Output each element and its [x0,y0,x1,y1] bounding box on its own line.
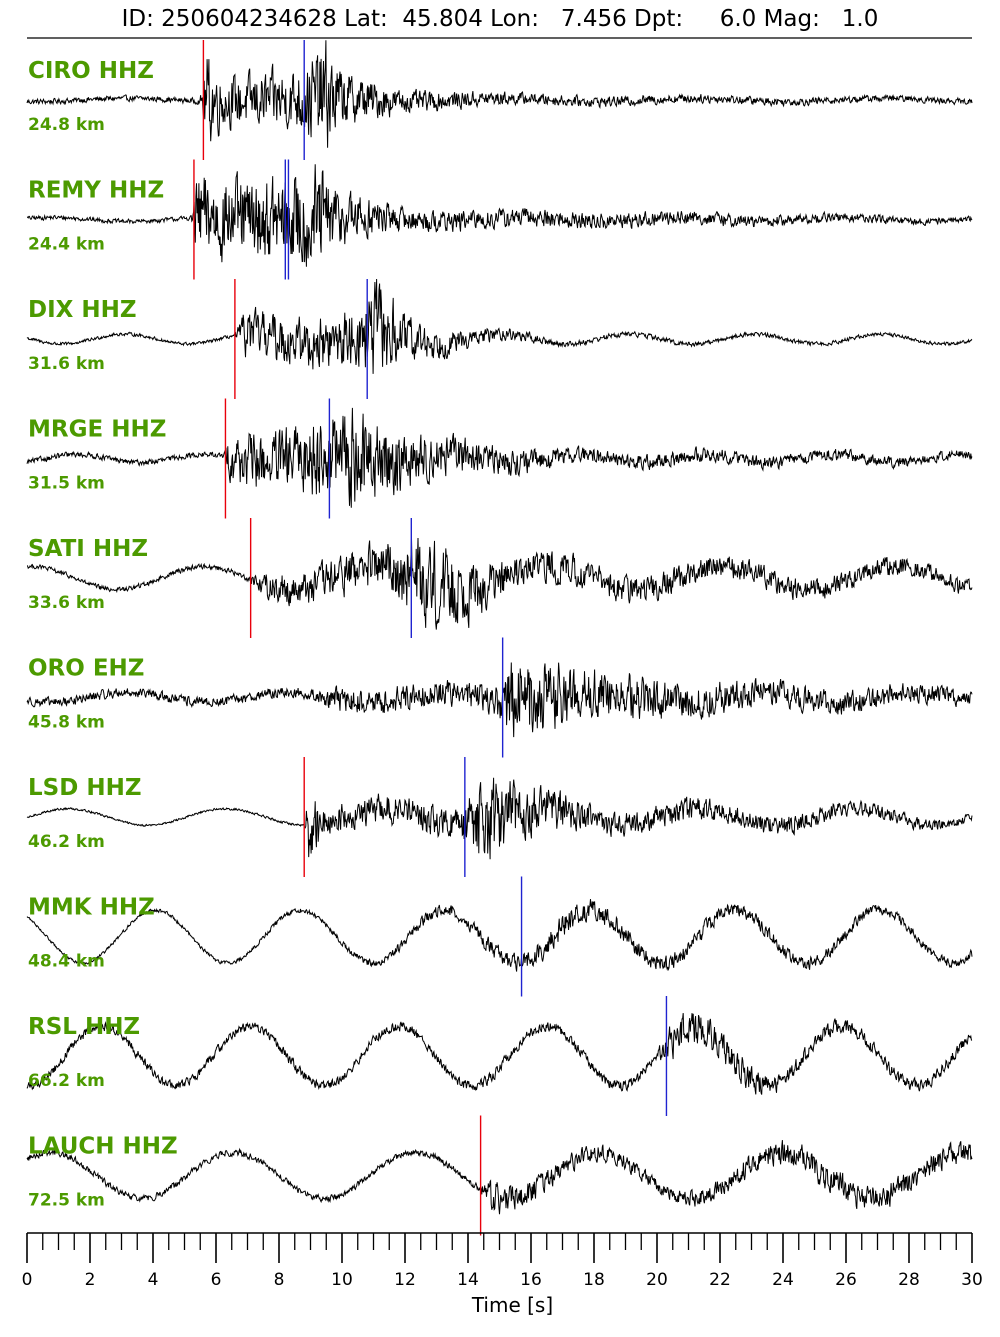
distance-label-sati: 33.6 km [28,593,105,613]
x-tick-label: 18 [583,1270,605,1290]
distance-label-lauch: 72.5 km [28,1191,105,1211]
distance-label-lsd: 46.2 km [28,832,105,852]
x-tick-label: 26 [835,1270,857,1290]
x-tick-label: 22 [709,1270,731,1290]
trace-oro [26,662,973,738]
x-tick-label: 20 [646,1270,668,1290]
x-axis-label: Time [s] [471,1293,553,1317]
station-label-rsl: RSL HHZ [28,1014,140,1040]
station-label-lsd: LSD HHZ [28,775,142,801]
x-tick-label: 30 [961,1270,983,1290]
distance-label-ciro: 24.8 km [28,115,105,135]
trace-remy [26,164,973,267]
station-label-mmk: MMK HHZ [28,895,155,921]
x-tick-label: 2 [85,1270,96,1290]
trace-lsd [26,777,973,860]
x-tick-label: 24 [772,1270,794,1290]
trace-rsl [26,1013,973,1095]
distance-label-mmk: 48.4 km [28,952,105,972]
x-tick-label: 10 [331,1270,353,1290]
x-tick-label: 14 [457,1270,479,1290]
x-tick-label: 4 [148,1270,159,1290]
station-label-ciro: CIRO HHZ [28,58,154,84]
x-tick-label: 12 [394,1270,416,1290]
station-label-mrge: MRGE HHZ [28,417,166,443]
distance-label-oro: 45.8 km [28,713,105,733]
trace-ciro [26,40,973,148]
figure-title: ID: 250604234628 Lat: 45.804 Lon: 7.456 … [121,6,879,32]
station-label-oro: ORO EHZ [28,656,144,682]
trace-mmk [26,899,973,972]
trace-lauch [26,1140,973,1215]
station-label-lauch: LAUCH HHZ [28,1134,178,1160]
distance-label-mrge: 31.5 km [28,474,105,494]
station-label-remy: REMY HHZ [28,178,164,204]
x-tick-label: 0 [22,1270,33,1290]
x-tick-label: 6 [211,1270,222,1290]
distance-label-rsl: 66.2 km [28,1071,105,1091]
trace-sati [27,537,973,630]
distance-label-dix: 31.6 km [28,354,105,374]
x-tick-label: 28 [898,1270,920,1290]
x-tick-label: 16 [520,1270,542,1290]
trace-dix [26,278,973,374]
distance-label-remy: 24.4 km [28,235,105,255]
station-label-dix: DIX HHZ [28,297,137,323]
station-label-sati: SATI HHZ [28,536,148,562]
trace-mrge [26,407,973,508]
x-tick-label: 8 [274,1270,285,1290]
